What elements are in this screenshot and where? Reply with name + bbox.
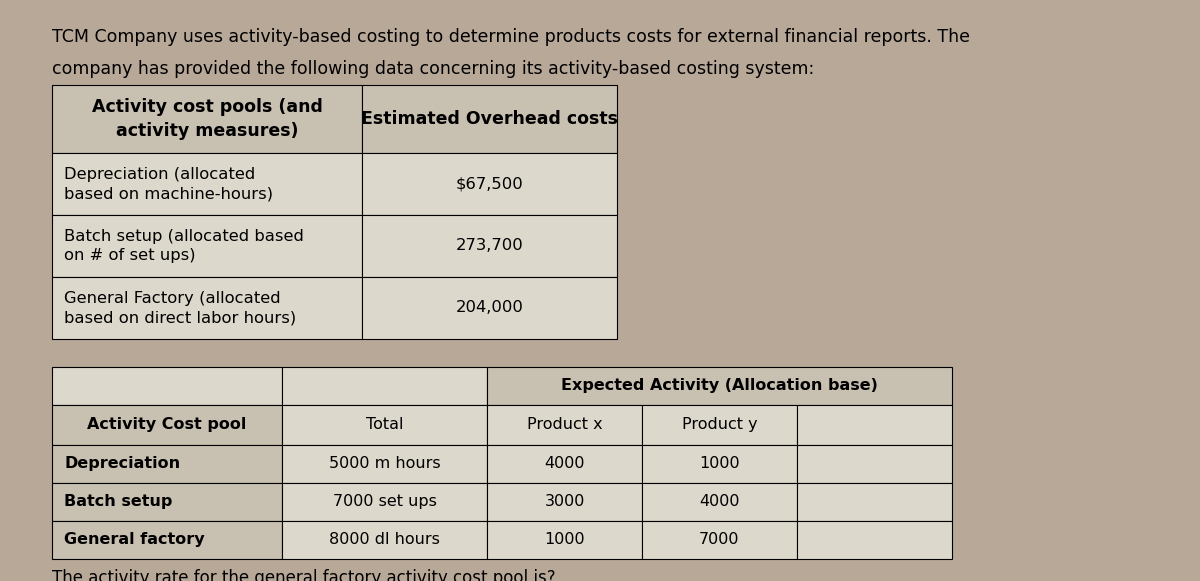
Text: 1000: 1000 [700,457,740,472]
Text: Total: Total [366,418,403,432]
Bar [362,277,617,339]
Bar [487,483,642,521]
Text: Depreciation (allocated
based on machine-hours): Depreciation (allocated based on machine… [64,167,274,201]
Text: TCM Company uses activity-based costing to determine products costs for external: TCM Company uses activity-based costing … [52,28,970,46]
Text: Activity cost pools (and
activity measures): Activity cost pools (and activity measur… [91,98,323,140]
Text: Expected Activity (Allocation base): Expected Activity (Allocation base) [562,378,878,393]
Text: 3000: 3000 [545,494,584,510]
Text: Depreciation: Depreciation [64,457,180,472]
Text: 7000: 7000 [700,533,739,547]
Bar [797,445,952,483]
Text: Estimated Overhead costs: Estimated Overhead costs [361,110,618,128]
Text: Activity Cost pool: Activity Cost pool [88,418,247,432]
Bar [52,483,282,521]
Bar [362,153,617,215]
Bar [282,483,487,521]
Bar [52,521,282,559]
Text: 7000 set ups: 7000 set ups [332,494,437,510]
Bar [282,445,487,483]
Bar [642,483,797,521]
Bar [282,521,487,559]
Bar [52,405,282,445]
Bar [797,521,952,559]
Text: 4000: 4000 [700,494,739,510]
Text: Product x: Product x [527,418,602,432]
Text: General factory: General factory [64,533,205,547]
Text: 8000 dl hours: 8000 dl hours [329,533,440,547]
Bar [52,215,362,277]
Bar [797,405,952,445]
Bar [52,153,362,215]
Text: Product y: Product y [682,418,757,432]
Text: 273,700: 273,700 [456,238,523,253]
Bar [282,367,487,405]
Text: 4000: 4000 [545,457,584,472]
Bar [487,405,642,445]
Text: 204,000: 204,000 [456,300,523,315]
Text: $67,500: $67,500 [456,177,523,192]
Bar [52,445,282,483]
Bar [362,215,617,277]
Bar [487,445,642,483]
Text: Batch setup: Batch setup [64,494,173,510]
Bar [52,85,362,153]
Bar [642,521,797,559]
Bar [52,277,362,339]
Bar [52,367,282,405]
Text: Batch setup (allocated based
on # of set ups): Batch setup (allocated based on # of set… [64,229,304,263]
Bar [362,85,617,153]
Bar [282,405,487,445]
Bar [487,521,642,559]
Bar [642,445,797,483]
Text: The activity rate for the general factory activity cost pool is?: The activity rate for the general factor… [52,569,556,581]
Text: 1000: 1000 [544,533,584,547]
Text: 5000 m hours: 5000 m hours [329,457,440,472]
Bar [487,367,952,405]
Text: General Factory (allocated
based on direct labor hours): General Factory (allocated based on dire… [64,291,296,325]
Bar [797,483,952,521]
Text: company has provided the following data concerning its activity-based costing sy: company has provided the following data … [52,60,815,78]
Bar [642,405,797,445]
